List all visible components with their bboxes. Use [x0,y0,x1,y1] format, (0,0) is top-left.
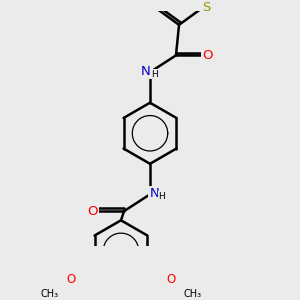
Text: CH₃: CH₃ [184,290,202,299]
Text: O: O [202,49,212,62]
Text: O: O [88,205,98,218]
Text: O: O [167,273,176,286]
Text: O: O [66,273,75,286]
Text: N: N [149,188,159,200]
Text: S: S [202,1,210,14]
Text: H: H [158,192,165,201]
Text: N: N [141,65,151,78]
Text: H: H [151,70,158,79]
Text: CH₃: CH₃ [40,290,58,299]
